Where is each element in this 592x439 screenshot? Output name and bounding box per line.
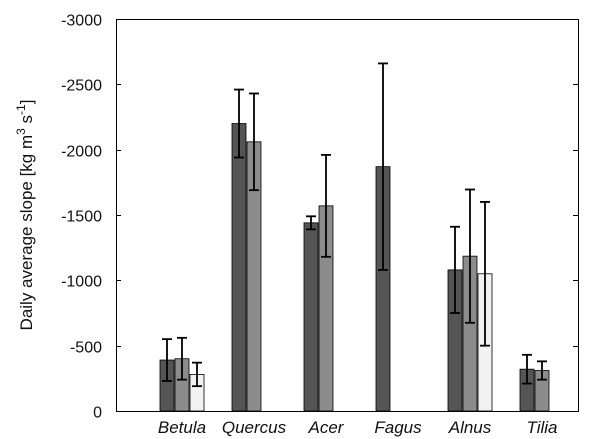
- y-axis-label: Daily average slope [kg m3 s-1]: [14, 100, 36, 331]
- y-ticks: [116, 19, 578, 412]
- x-tick-label-alnus: Alnus: [448, 418, 492, 437]
- x-tick-label-quercus: Quercus: [222, 418, 287, 437]
- y-tick-label: -2500: [61, 78, 102, 95]
- y-tick-label: -1500: [61, 209, 102, 226]
- x-tick-label-acer: Acer: [308, 418, 345, 437]
- x-tick-label-fagus: Fagus: [374, 418, 422, 437]
- y-tick-label: -1000: [61, 274, 102, 291]
- y-tick-label: -3000: [61, 13, 102, 30]
- y-tick-label: -500: [70, 340, 102, 357]
- x-tick-label-tilia: Tilia: [526, 418, 557, 437]
- y-tick-label: -2000: [61, 144, 102, 161]
- error-bars: [162, 62, 547, 388]
- bar-acer-series-1: [303, 222, 319, 412]
- bar-quercus-series-1: [231, 123, 247, 412]
- axes-box: [116, 19, 579, 412]
- tick-labels: 0 -500 -1000 -1500 -2000 -2500 -3000 Betula Quer…: [61, 13, 557, 438]
- bars: [159, 123, 550, 412]
- x-tick-label-betula: Betula: [158, 418, 206, 437]
- y-tick-label: 0: [93, 405, 102, 422]
